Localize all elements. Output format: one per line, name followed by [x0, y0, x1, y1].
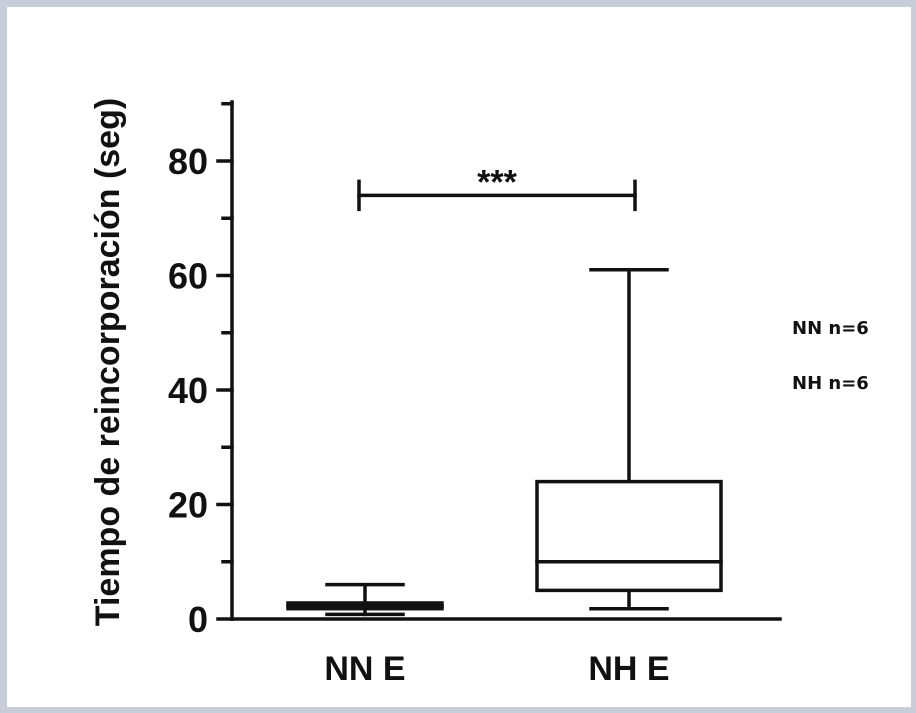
y-tick-label: 80	[168, 141, 208, 182]
box-nn-e	[286, 582, 444, 617]
y-tick-label: 20	[168, 485, 208, 526]
box-plot-chart: 0 20 40 60 80 NN E NH E Tiempo de reincorporaci…	[89, 98, 869, 688]
boxes-group	[286, 179, 723, 617]
sample-size-note: NH n=6	[792, 373, 869, 394]
figure-panel: 0 20 40 60 80 NN E NH E Tiempo de reincorporaci…	[7, 7, 911, 707]
y-tick-label: 0	[188, 599, 208, 640]
y-axis-title: Tiempo de reincorporación (seg)	[89, 98, 127, 626]
box-nh-e	[535, 268, 723, 611]
significance-label: ***	[477, 163, 517, 201]
labels-group: 0 20 40 60 80 NN E NH E Tiempo de reincorporaci…	[89, 98, 869, 688]
sample-size-note: NN n=6	[792, 318, 869, 339]
y-tick-label: 60	[168, 256, 208, 297]
box-iqr	[535, 479, 723, 593]
x-category-label: NN E	[324, 650, 405, 688]
y-tick-label: 40	[168, 370, 208, 411]
x-category-label: NH E	[588, 650, 669, 688]
axes	[216, 100, 782, 621]
